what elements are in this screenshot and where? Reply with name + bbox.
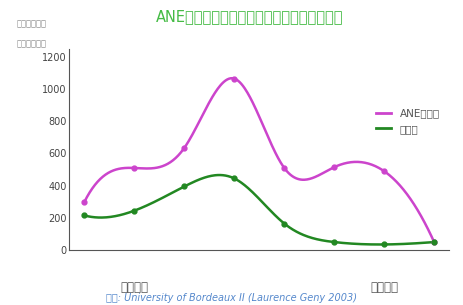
- Text: （ミリモル）: （ミリモル）: [16, 40, 46, 49]
- Text: 開花後期: 開花後期: [370, 281, 398, 294]
- Text: 開花初期: 開花初期: [120, 281, 149, 294]
- Text: ANE散布におけるりんごポリアミン量の推移: ANE散布におけるりんごポリアミン量の推移: [156, 9, 344, 24]
- Legend: ANE散布区, 慣行区: ANE散布区, 慣行区: [371, 104, 444, 138]
- Text: 出典: University of Bordeaux II (Laurence Geny 2003): 出典: University of Bordeaux II (Laurence …: [106, 293, 357, 303]
- Text: ポリアミン量: ポリアミン量: [16, 20, 46, 29]
